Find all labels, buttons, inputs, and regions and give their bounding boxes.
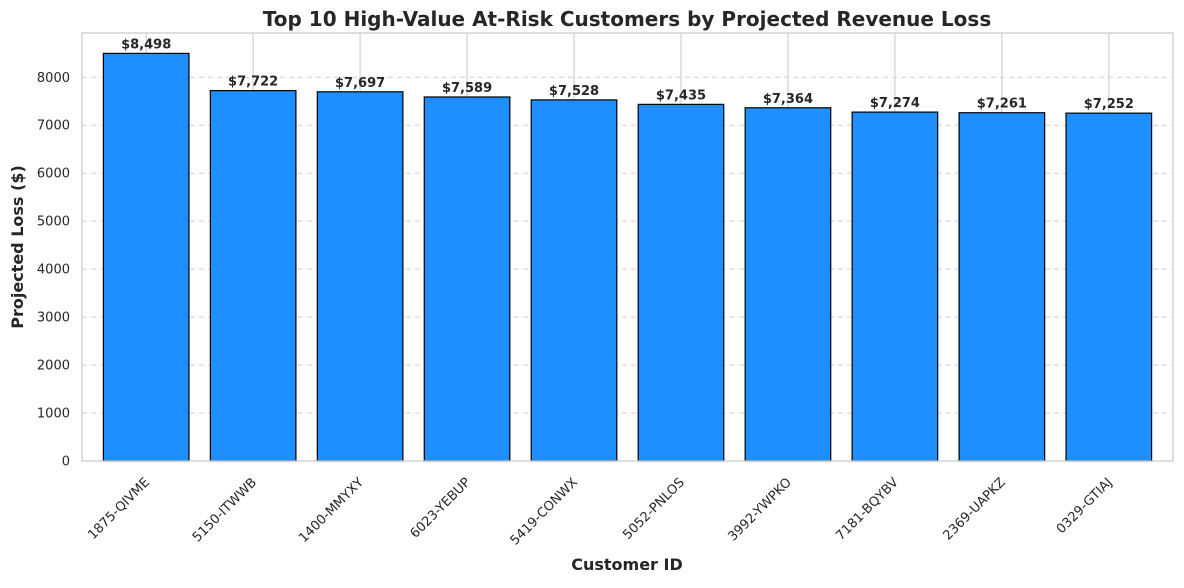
x-tick-label: 1875-QIVME [85, 475, 153, 543]
bar-value-label: $7,364 [763, 92, 813, 107]
y-tick-label: 1000 [37, 407, 70, 422]
bar [1065, 112, 1153, 462]
x-axis-ticks: 1875-QIVME 5150-ITWWB 1400-MMYXY 6023-YEBUP… [85, 475, 1115, 548]
bar [209, 90, 297, 462]
x-tick-label: 6023-YEBUP [408, 475, 474, 541]
x-tick-label: 1400-MMYXY [296, 475, 367, 546]
chart-title: Top 10 High-Value At-Risk Customers by P… [263, 7, 991, 31]
x-tick-label: 5150-ITWWB [190, 475, 260, 545]
bar [102, 52, 190, 462]
bar-value-label: $7,589 [442, 81, 492, 96]
bar-value-label: $7,435 [656, 88, 706, 103]
y-axis-title: Projected Loss ($) [8, 165, 27, 329]
bar-value-label: $7,274 [870, 96, 920, 111]
y-tick-label: 5000 [37, 215, 70, 230]
bar-value-label: $7,722 [228, 75, 278, 90]
y-tick-label: 0 [62, 455, 70, 470]
y-tick-label: 7000 [37, 119, 70, 134]
x-tick-label: 7181-BQYBV [833, 475, 902, 544]
bar-value-label: $7,528 [549, 84, 599, 99]
x-tick-label: 2369-UAPKZ [940, 475, 1008, 543]
bar [637, 103, 725, 462]
y-axis-ticks: 0 1000 2000 3000 4000 5000 6000 7000 8000 [37, 71, 70, 470]
bar [958, 112, 1046, 462]
bar-value-label: $7,261 [977, 97, 1027, 112]
data-labels: $8,498 $7,722 $7,697 $7,589 $7,528 $7,435 $7,3… [121, 37, 1134, 112]
y-tick-label: 8000 [37, 71, 70, 86]
plot-frame [81, 32, 1174, 462]
y-tick-label: 2000 [37, 359, 70, 374]
x-tick-label: 3992-YWPKO [726, 475, 795, 544]
y-tick-label: 3000 [37, 311, 70, 326]
bar [851, 111, 939, 462]
bar-value-label: $7,252 [1084, 97, 1134, 112]
x-axis-title: Customer ID [571, 555, 683, 574]
bar [530, 99, 618, 462]
bar [316, 91, 404, 462]
bars [102, 52, 1153, 462]
y-tick-label: 6000 [37, 167, 70, 182]
x-tick-label: 0329-GTIAJ [1054, 475, 1116, 537]
y-tick-label: 4000 [37, 263, 70, 278]
bar-value-label: $7,697 [335, 76, 385, 91]
bar [744, 107, 832, 462]
x-tick-label: 5419-CONWX [508, 475, 581, 548]
bar [423, 96, 511, 462]
x-tick-label: 5052-PNLOS [620, 475, 688, 543]
bar-value-label: $8,498 [121, 37, 171, 52]
